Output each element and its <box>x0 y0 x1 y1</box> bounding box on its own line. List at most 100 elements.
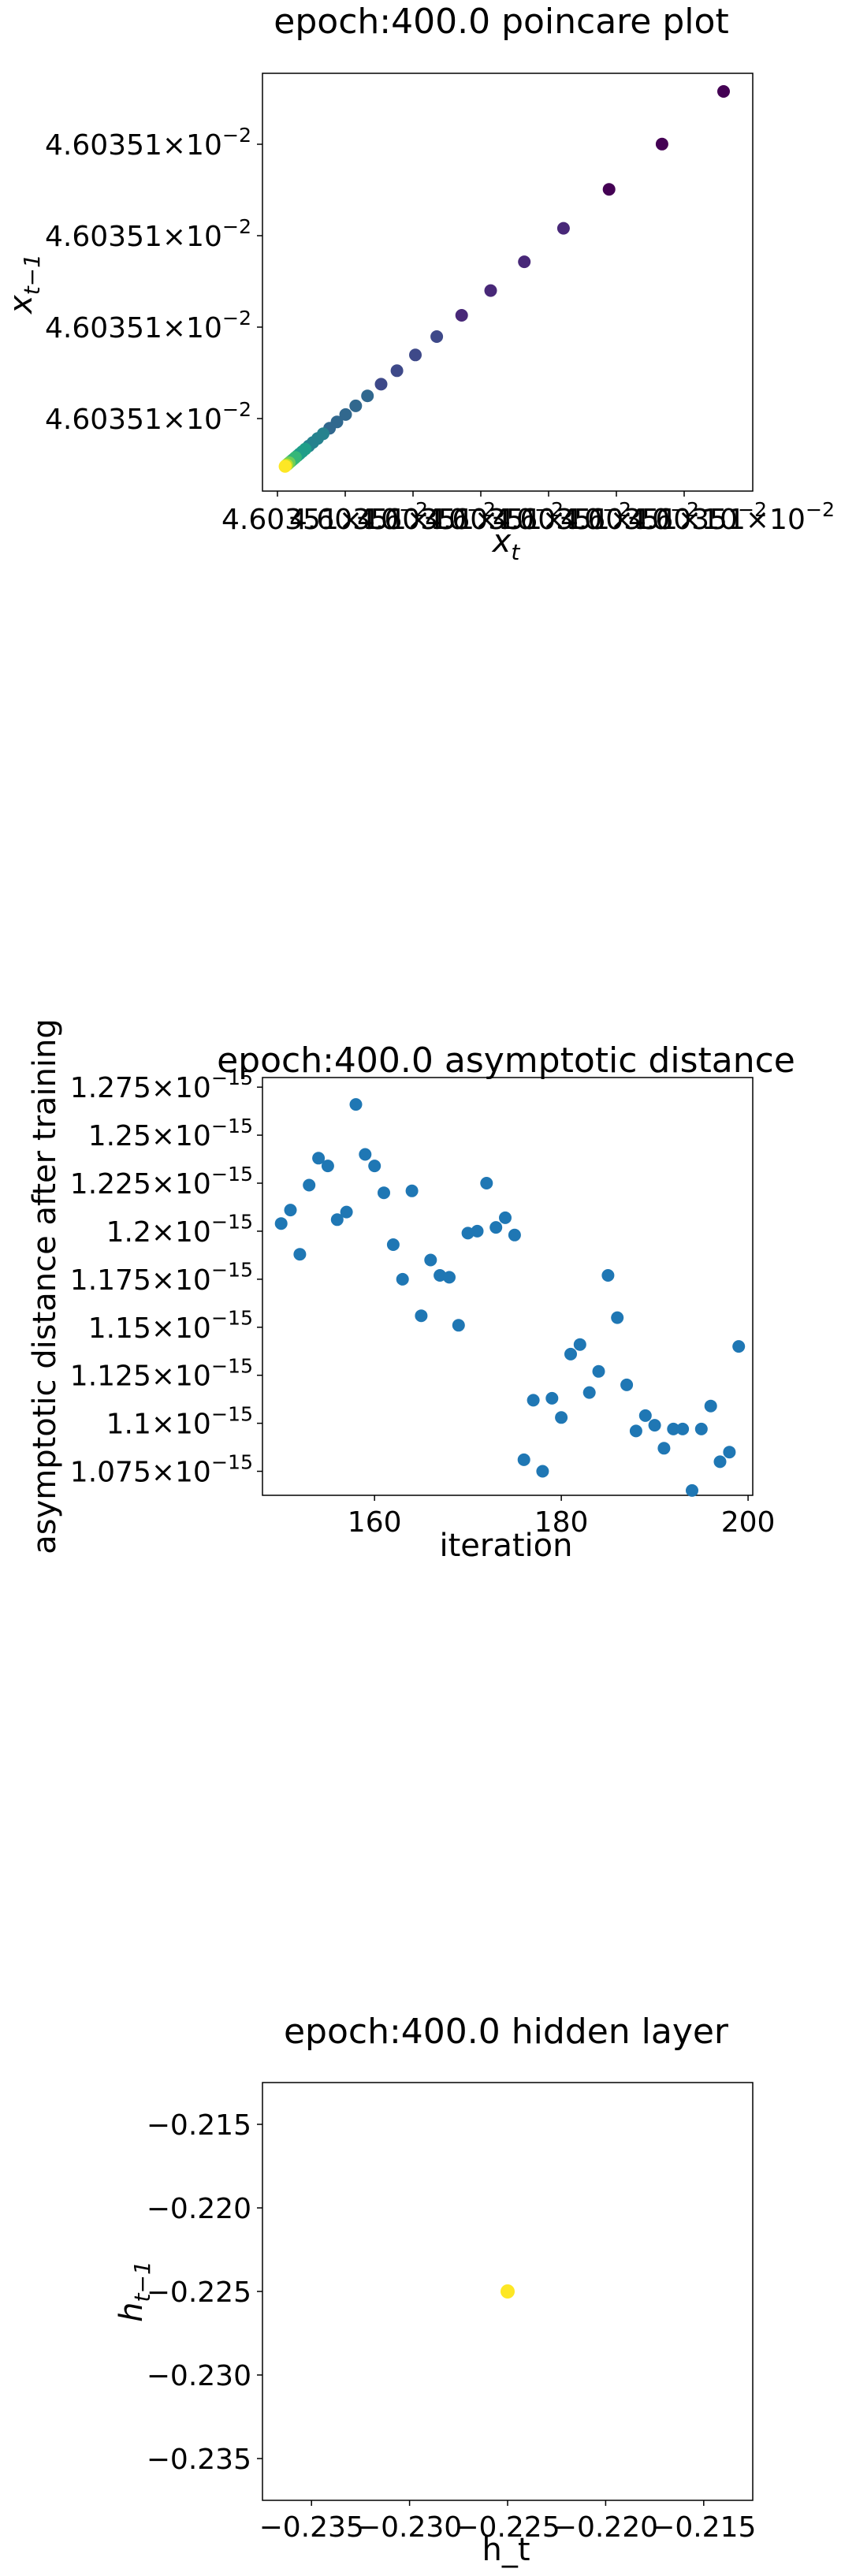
asymptotic-point <box>601 1269 615 1282</box>
asymptotic-point <box>396 1272 409 1286</box>
asymptotic-point <box>434 1269 447 1282</box>
asymptotic-x-tick-label: 180 <box>534 1506 589 1539</box>
asymptotic-point <box>349 1098 363 1111</box>
poincare-x-tick-label: 4.60351×10−2 <box>357 498 564 536</box>
hidden-x-ticks: −0.235−0.230−0.225−0.220−0.215 <box>259 2500 756 2544</box>
poincare-x-tick-label: 4.60351×10−2 <box>628 498 835 536</box>
asymptotic-point <box>284 1204 297 1217</box>
hidden-y-tick-label: −0.235 <box>147 2444 251 2476</box>
poincare-plot-area <box>262 73 754 492</box>
asymptotic-point <box>657 1442 671 1455</box>
asymptotic-point <box>723 1446 736 1459</box>
asymptotic-point <box>732 1340 746 1353</box>
asymptotic-point <box>499 1211 512 1224</box>
asymptotic-point <box>648 1419 661 1432</box>
asymptotic-y-ticks: 1.075×10−15 1.1×10−15 1.125×10−15 1.15×10−1… <box>70 1067 262 1489</box>
asymptotic-y-tick-label: 1.25×10−15 <box>88 1115 253 1152</box>
hidden-y-tick-label: −0.225 <box>147 2276 251 2309</box>
poincare-x-ticks: 4.60351×10−24.60351×10−24.60351×10−24.60… <box>221 491 835 536</box>
asymptotic-point <box>686 1483 698 1497</box>
poincare-points <box>278 85 730 473</box>
asymptotic-y-tick-label: 1.15×10−15 <box>88 1307 253 1345</box>
asymptotic-point <box>573 1338 586 1351</box>
asymptotic-point <box>545 1391 559 1405</box>
hidden-x-label: h_t <box>482 2532 530 2568</box>
poincare-x-tick-label: 4.60351×10−2 <box>560 498 767 536</box>
poincare-point <box>409 348 422 362</box>
poincare-point <box>349 399 363 412</box>
poincare-point <box>455 309 468 322</box>
poincare-y-tick-label: 4.60351×10−2 <box>45 124 251 162</box>
hidden-y-tick-label: −0.215 <box>147 2109 251 2142</box>
poincare-x-tick-label: 4.60351×10−2 <box>493 498 699 536</box>
asymptotic-point <box>592 1364 605 1378</box>
hidden-x-tick-label: −0.230 <box>357 2511 462 2544</box>
poincare-x-tick-label: 4.60351×10−2 <box>221 498 428 536</box>
asymptotic-point <box>508 1228 521 1241</box>
asymptotic-y-tick-label: 1.1×10−15 <box>106 1402 253 1440</box>
asymptotic-point <box>582 1386 596 1399</box>
asymptotic-point <box>629 1424 642 1438</box>
poincare-point <box>339 408 352 421</box>
poincare-y-label: xt−1 <box>3 254 45 315</box>
hidden-chart: epoch:400.0 hidden layer −0.215−0.220−0.… <box>114 2012 756 2568</box>
asymptotic-x-tick-label: 160 <box>348 1506 402 1539</box>
asymptotic-point <box>536 1465 549 1478</box>
hidden-y-label: ht−1 <box>114 2261 155 2322</box>
asymptotic-x-ticks: 160 180 200 <box>348 1495 776 1539</box>
hidden-x-tick-label: −0.235 <box>259 2511 364 2544</box>
asymptotic-points <box>274 1098 746 1497</box>
hidden-y-tick-label: −0.220 <box>147 2193 251 2225</box>
asymptotic-y-tick-label: 1.075×10−15 <box>70 1450 253 1488</box>
asymptotic-point <box>312 1152 326 1165</box>
poincare-y-tick-label: 4.60351×10−2 <box>45 398 251 436</box>
hidden-x-tick-label: −0.215 <box>651 2511 756 2544</box>
asymptotic-point <box>321 1160 334 1173</box>
poincare-point <box>518 255 531 269</box>
asymptotic-point <box>274 1217 288 1230</box>
asymptotic-point <box>330 1213 344 1227</box>
asymptotic-point <box>694 1422 708 1435</box>
poincare-y-tick-label: 4.60351×10−2 <box>45 215 251 253</box>
asymptotic-point <box>378 1186 390 1200</box>
poincare-point <box>430 330 444 343</box>
asymptotic-y-tick-label: 1.2×10−15 <box>106 1211 253 1249</box>
asymptotic-point <box>359 1148 372 1161</box>
asymptotic-point <box>704 1399 717 1413</box>
asymptotic-point <box>340 1205 353 1219</box>
asymptotic-title: epoch:400.0 asymptotic distance <box>217 1040 795 1081</box>
poincare-x-tick-label: 4.60351×10−2 <box>425 498 631 536</box>
asymptotic-point <box>611 1311 624 1324</box>
asymptotic-point <box>564 1347 577 1361</box>
asymptotic-x-label: iteration <box>440 1528 573 1564</box>
poincare-y-tick-label: 4.60351×10−2 <box>45 307 251 344</box>
poincare-point <box>278 460 292 473</box>
asymptotic-chart: epoch:400.0 asymptotic distance 1.075×10… <box>27 1018 795 1564</box>
asymptotic-point <box>713 1455 727 1469</box>
poincare-point <box>374 378 388 391</box>
poincare-point <box>390 364 404 378</box>
asymptotic-point <box>405 1184 419 1197</box>
asymptotic-point <box>480 1177 493 1189</box>
poincare-point <box>717 85 730 98</box>
asymptotic-point <box>303 1178 316 1192</box>
asymptotic-point <box>527 1394 540 1407</box>
asymptotic-point <box>386 1238 400 1251</box>
asymptotic-point <box>667 1422 680 1435</box>
asymptotic-point <box>638 1409 652 1422</box>
asymptotic-plot-area <box>262 1077 754 1496</box>
hidden-points <box>501 2284 515 2299</box>
poincare-point <box>361 389 374 403</box>
asymptotic-y-tick-label: 1.225×10−15 <box>70 1163 253 1201</box>
asymptotic-point <box>620 1378 634 1391</box>
asymptotic-y-tick-label: 1.125×10−15 <box>70 1355 253 1393</box>
poincare-point <box>556 221 570 235</box>
asymptotic-point <box>517 1453 530 1466</box>
poincare-x-label: xt <box>491 523 521 565</box>
asymptotic-point <box>293 1248 307 1261</box>
asymptotic-point <box>452 1319 465 1332</box>
asymptotic-point <box>461 1227 475 1240</box>
asymptotic-x-tick-label: 200 <box>721 1506 776 1539</box>
poincare-title: epoch:400.0 poincare plot <box>274 2 728 42</box>
asymptotic-point <box>368 1160 381 1173</box>
